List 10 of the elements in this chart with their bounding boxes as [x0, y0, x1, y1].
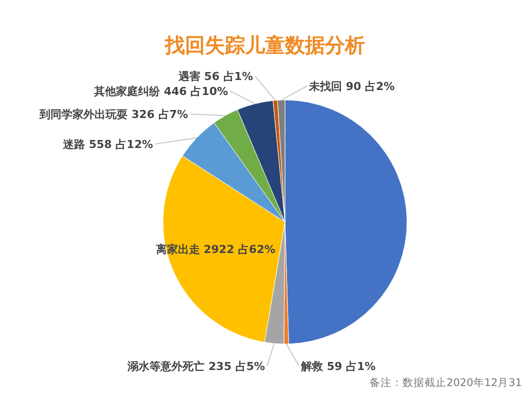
chart-title: 找回失踪儿童数据分析	[164, 33, 365, 57]
slice-label: 未找回 90 占2%	[308, 80, 395, 93]
slice-label: 到同学家外出玩耍 326 占7%	[38, 108, 188, 121]
slice-label: 遇害 56 占1%	[177, 70, 253, 83]
slice-label: 溺水等意外死亡 235 占5%	[126, 360, 265, 373]
slice-label: 离家出走 2922 占62%	[154, 243, 276, 256]
slice-label: 解救 59 占1%	[300, 360, 376, 373]
text: 备注：数据截止2020年12月31	[370, 376, 522, 389]
slice-label: 其他家庭纠纷 446 占10%	[93, 85, 228, 98]
slice-label: 迷路 558 占12%	[62, 138, 153, 151]
